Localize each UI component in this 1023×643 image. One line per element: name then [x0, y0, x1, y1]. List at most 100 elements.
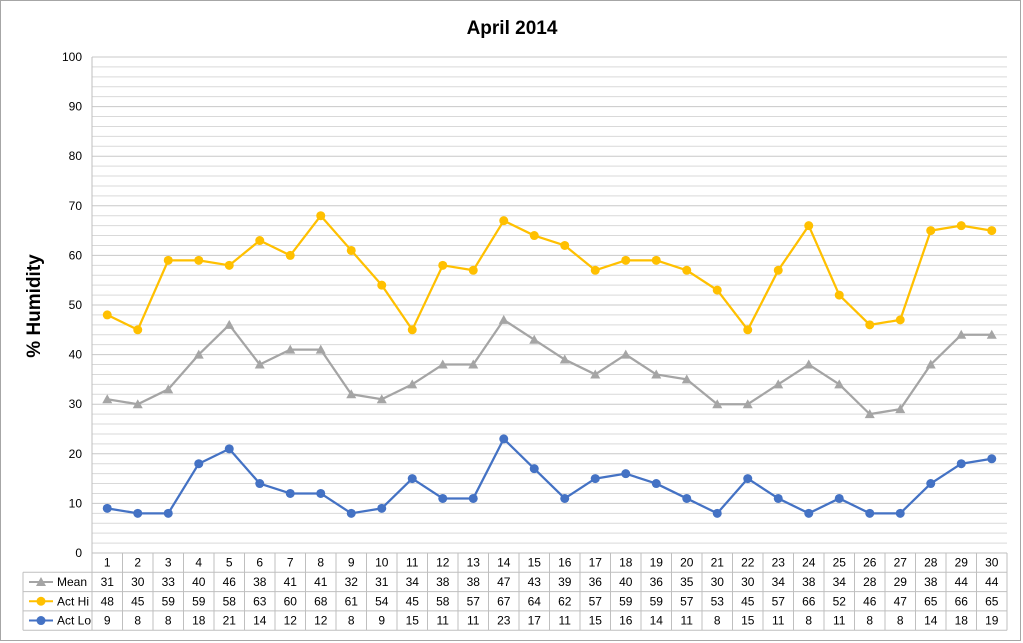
series-line-act-lo — [107, 437, 992, 515]
data-point-act-hi — [621, 255, 631, 265]
table-value-mean: 31 — [101, 575, 115, 589]
y-tick-label: 20 — [69, 447, 83, 461]
table-value-act-lo: 23 — [497, 614, 511, 628]
data-point-act-lo — [499, 434, 509, 444]
data-point-mean — [925, 359, 936, 369]
table-value-act-lo: 8 — [714, 614, 721, 628]
y-tick-label: 0 — [75, 546, 82, 560]
data-point-act-hi — [743, 325, 753, 335]
table-value-act-hi: 62 — [558, 594, 572, 608]
table-value-act-hi: 57 — [680, 594, 694, 608]
x-category-label: 9 — [348, 556, 355, 570]
y-axis-label: % Humidity — [24, 254, 45, 358]
data-point-mean — [346, 389, 357, 399]
data-table: 1 2 3 4 5 6 7 8 9 10 11 12 13 14 15 16 17 18 19 20 21 22 23 24 2… — [22, 552, 1008, 631]
table-value-act-hi: 58 — [223, 594, 237, 608]
table-value-act-lo: 8 — [134, 614, 141, 628]
legend-key-marker-mean — [36, 576, 46, 586]
x-category-label: 8 — [317, 556, 324, 570]
x-category-label: 15 — [528, 556, 542, 570]
table-value-act-hi: 45 — [131, 594, 145, 608]
legend-key-marker-act-lo — [36, 616, 46, 626]
table-value-mean: 34 — [833, 575, 847, 589]
table-value-act-lo: 8 — [805, 614, 812, 628]
x-category-label: 17 — [589, 556, 603, 570]
data-point-mean — [498, 314, 509, 324]
table-value-act-hi: 66 — [802, 594, 816, 608]
x-category-label: 26 — [863, 556, 877, 570]
table-value-act-hi: 57 — [467, 594, 481, 608]
y-tick-label: 80 — [69, 149, 83, 163]
data-point-act-hi — [529, 231, 539, 241]
table-value-mean: 41 — [314, 575, 328, 589]
data-point-act-hi — [987, 226, 997, 236]
x-category-label: 23 — [772, 556, 786, 570]
y-tick-label: 30 — [69, 397, 83, 411]
data-point-mean — [529, 334, 540, 344]
x-category-label: 11 — [406, 556, 419, 570]
data-point-mean — [254, 359, 265, 369]
table-value-act-hi: 59 — [162, 594, 176, 608]
table-value-mean: 34 — [772, 575, 786, 589]
data-point-act-lo — [255, 479, 265, 489]
data-point-mean — [834, 379, 845, 389]
x-category-label: 24 — [802, 556, 816, 570]
data-point-mean — [102, 394, 113, 404]
table-value-mean: 47 — [497, 575, 511, 589]
table-value-act-hi: 61 — [345, 594, 359, 608]
data-point-act-lo — [621, 469, 631, 479]
x-category-label: 22 — [741, 556, 755, 570]
table-value-mean: 31 — [375, 575, 389, 589]
y-axis-ticks: 0 10 20 30 40 50 60 70 80 90 100 — [62, 50, 82, 560]
x-category-label: 12 — [436, 556, 450, 570]
data-point-act-lo — [987, 454, 997, 464]
data-point-mean — [986, 329, 997, 339]
x-category-label: 7 — [287, 556, 294, 570]
table-value-act-lo: 19 — [985, 614, 999, 628]
table-value-mean: 40 — [619, 575, 633, 589]
legend-key-marker-act-hi — [36, 596, 46, 606]
x-category-label: 3 — [165, 556, 172, 570]
table-value-act-hi: 48 — [101, 594, 115, 608]
data-point-act-hi — [834, 290, 844, 300]
data-point-act-lo — [133, 508, 143, 518]
series-line-mean — [107, 318, 992, 416]
table-value-act-hi: 68 — [314, 594, 328, 608]
table-value-act-hi: 46 — [863, 594, 877, 608]
table-value-act-lo: 18 — [955, 614, 969, 628]
grid — [91, 56, 1007, 554]
data-point-mean — [437, 359, 448, 369]
table-value-mean: 35 — [680, 575, 694, 589]
data-point-act-lo — [804, 508, 814, 518]
table-value-act-hi: 63 — [253, 594, 267, 608]
y-tick-label: 50 — [69, 298, 83, 312]
data-point-mean — [620, 349, 631, 359]
series-act-lo — [102, 434, 997, 518]
data-point-act-hi — [194, 255, 204, 265]
x-category-label: 19 — [650, 556, 664, 570]
series-mean — [102, 314, 997, 419]
data-point-act-hi — [468, 265, 478, 275]
data-point-mean — [712, 399, 723, 409]
table-value-act-lo: 11 — [559, 614, 572, 628]
table-value-mean: 28 — [863, 575, 877, 589]
table-value-act-hi: 65 — [924, 594, 938, 608]
data-point-act-lo — [468, 493, 478, 503]
x-category-label: 4 — [195, 556, 202, 570]
data-point-act-lo — [285, 488, 295, 498]
table-value-act-hi: 59 — [650, 594, 664, 608]
data-point-act-hi — [255, 236, 265, 246]
table-value-mean: 30 — [131, 575, 145, 589]
table-value-act-hi: 47 — [894, 594, 908, 608]
table-value-mean: 36 — [589, 575, 603, 589]
table-value-act-lo: 17 — [528, 614, 542, 628]
table-value-act-lo: 12 — [284, 614, 298, 628]
table-value-act-hi: 52 — [833, 594, 847, 608]
y-tick-label: 60 — [69, 248, 83, 262]
data-point-mean — [407, 379, 418, 389]
x-category-label: 30 — [985, 556, 999, 570]
table-value-mean: 29 — [894, 575, 908, 589]
x-category-label: 27 — [894, 556, 908, 570]
table-value-mean: 39 — [558, 575, 572, 589]
table-value-mean: 32 — [345, 575, 359, 589]
